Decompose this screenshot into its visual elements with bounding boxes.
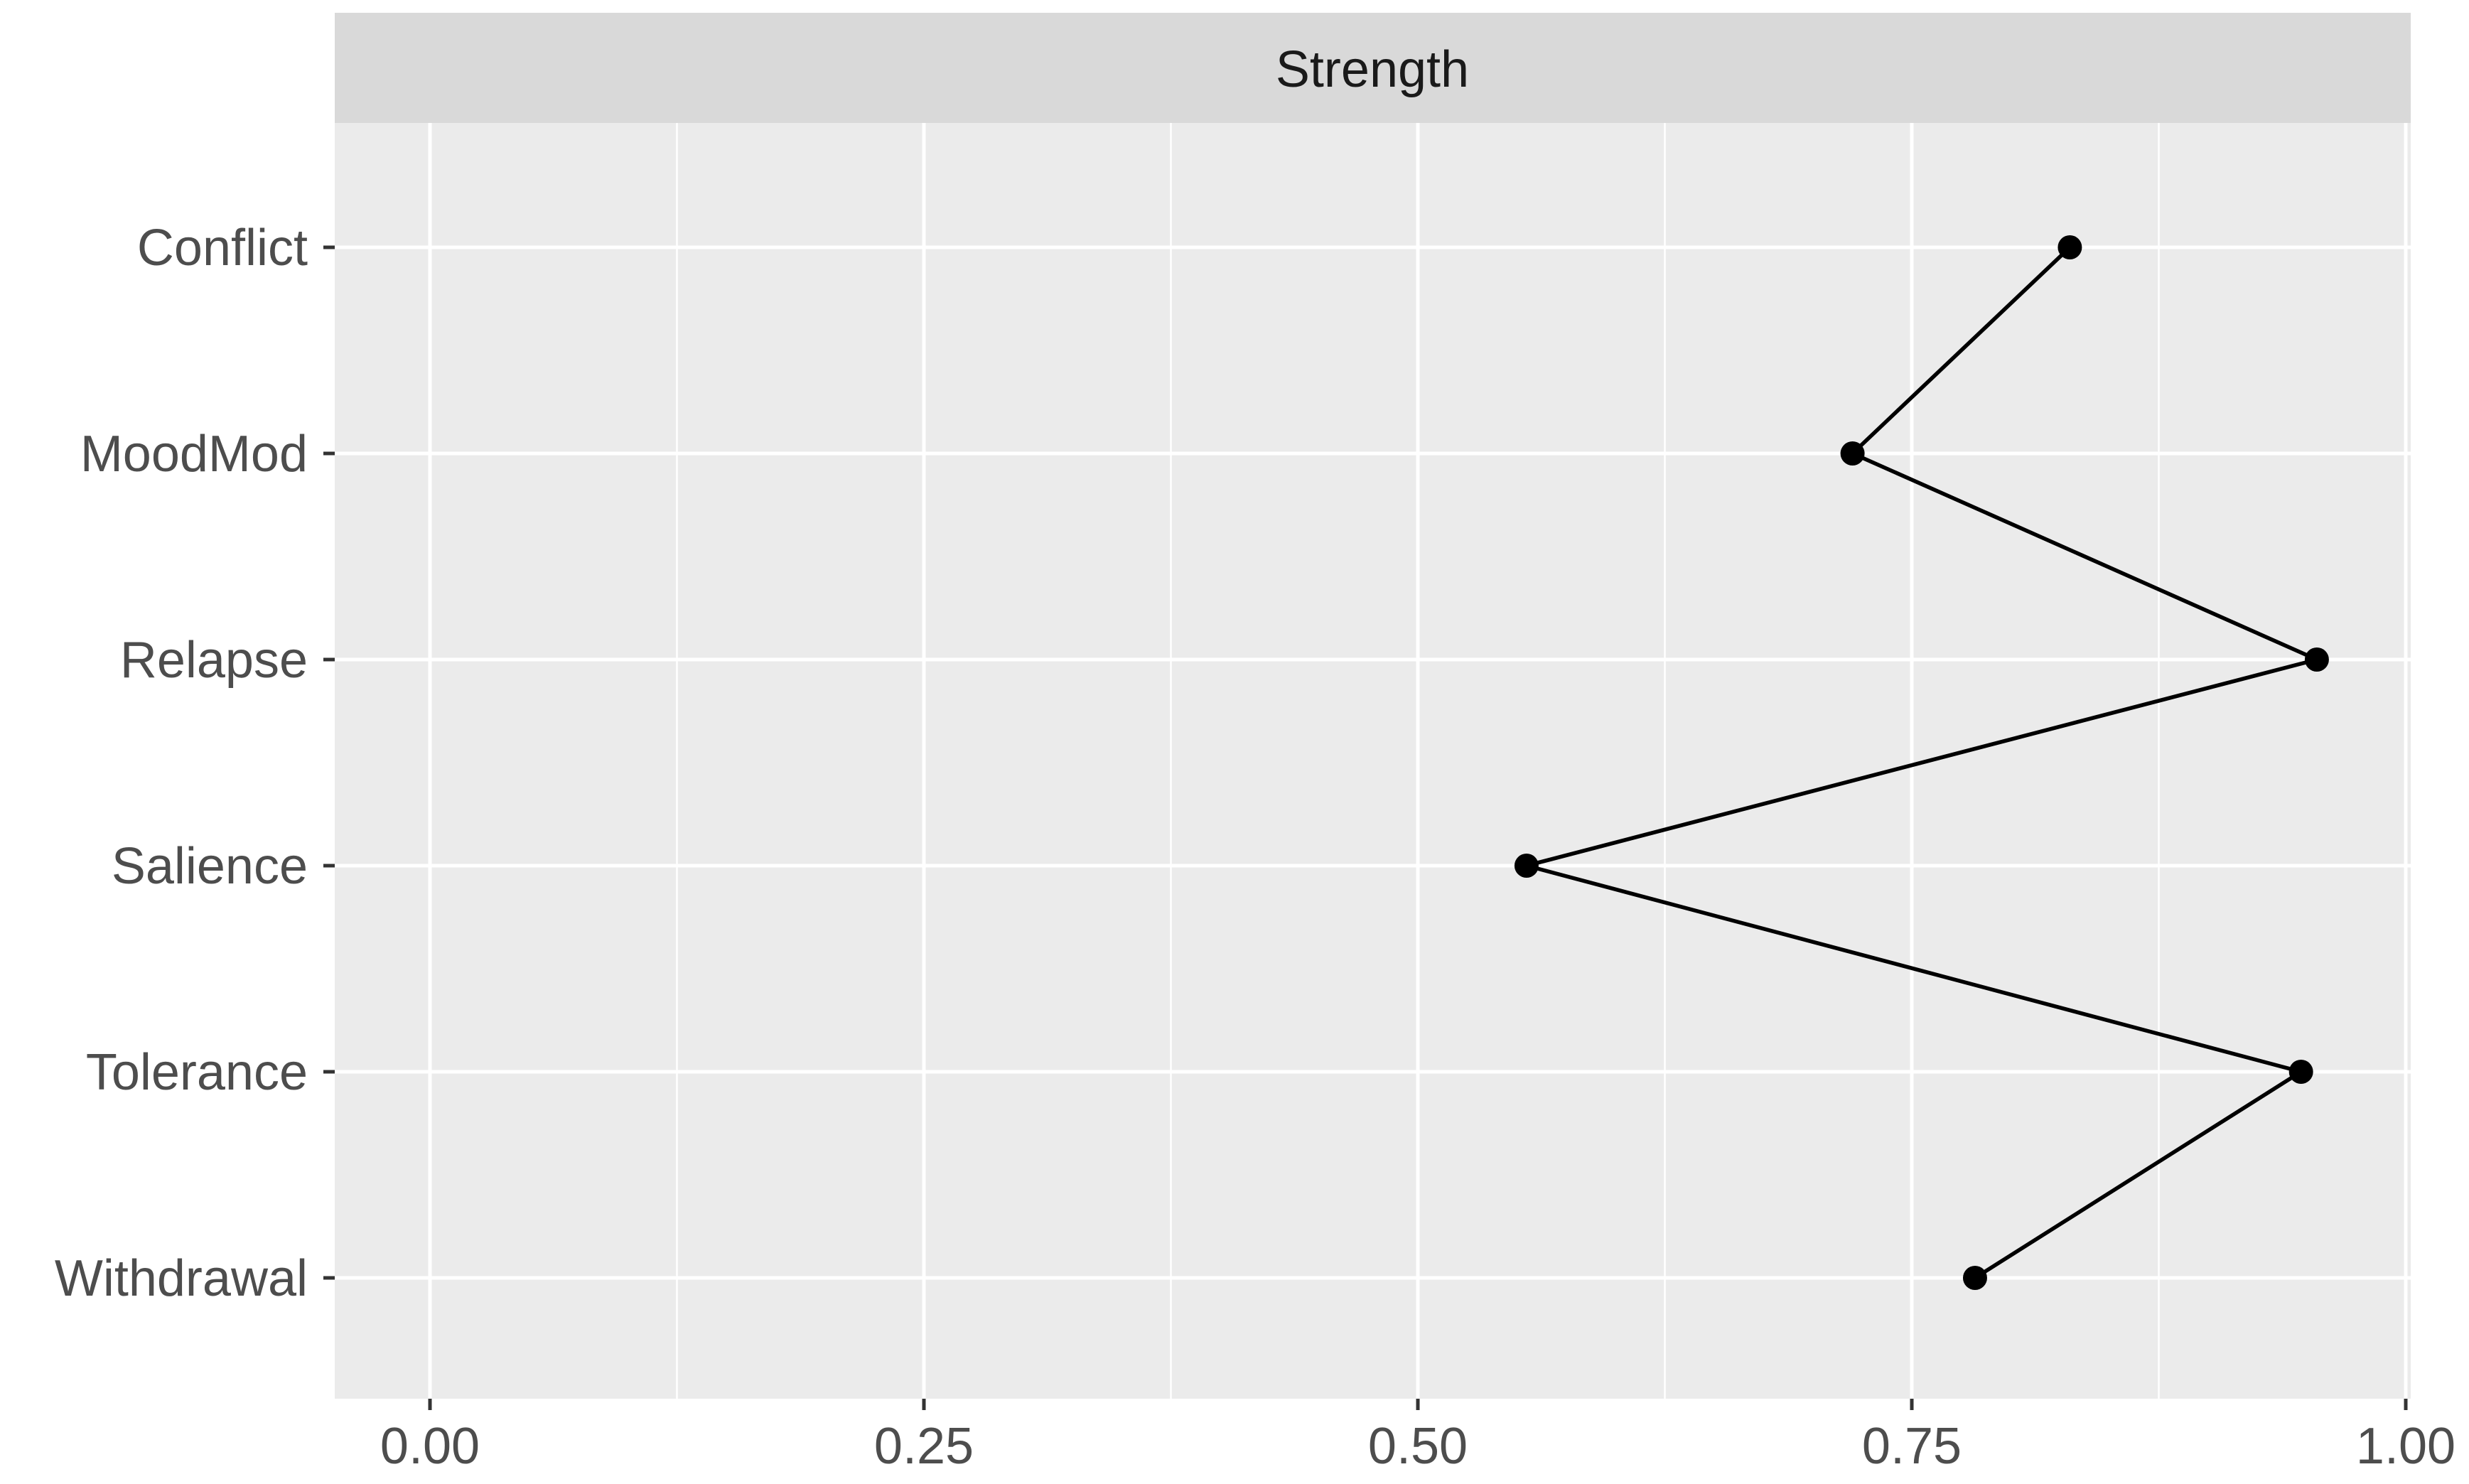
y-tick-label-salience: Salience bbox=[112, 838, 308, 895]
x-tick-label: 0.50 bbox=[1368, 1418, 1468, 1475]
data-point-salience bbox=[1514, 854, 1539, 878]
x-tick-label: 1.00 bbox=[2356, 1418, 2455, 1475]
data-point-relapse bbox=[2304, 647, 2329, 672]
series-strength bbox=[1514, 235, 2329, 1290]
data-point-tolerance bbox=[2288, 1060, 2313, 1084]
x-tick-label: 0.75 bbox=[1862, 1418, 1962, 1475]
y-tick-label-withdrawal: Withdrawal bbox=[55, 1250, 308, 1307]
y-tick-label-moodmod: MoodMod bbox=[80, 426, 308, 483]
data-point-withdrawal bbox=[1962, 1266, 1987, 1290]
y-tick-label-tolerance: Tolerance bbox=[86, 1044, 308, 1101]
facet-strip bbox=[335, 13, 2411, 123]
facet-strip-label: Strength bbox=[1276, 41, 1469, 98]
plot-panel bbox=[335, 123, 2411, 1399]
data-point-moodmod bbox=[1840, 441, 1865, 466]
y-tick-label-conflict: Conflict bbox=[137, 220, 308, 276]
data-point-conflict bbox=[2058, 235, 2082, 259]
series-line bbox=[1524, 246, 2319, 1280]
axes: 0.00 0.25 0.50 0.75 1.00 Conflict MoodMod Relap… bbox=[55, 220, 2455, 1475]
x-tick-label: 0.25 bbox=[874, 1418, 974, 1475]
y-tick-label-relapse: Relapse bbox=[120, 632, 308, 689]
x-tick-label: 0.00 bbox=[380, 1418, 480, 1475]
